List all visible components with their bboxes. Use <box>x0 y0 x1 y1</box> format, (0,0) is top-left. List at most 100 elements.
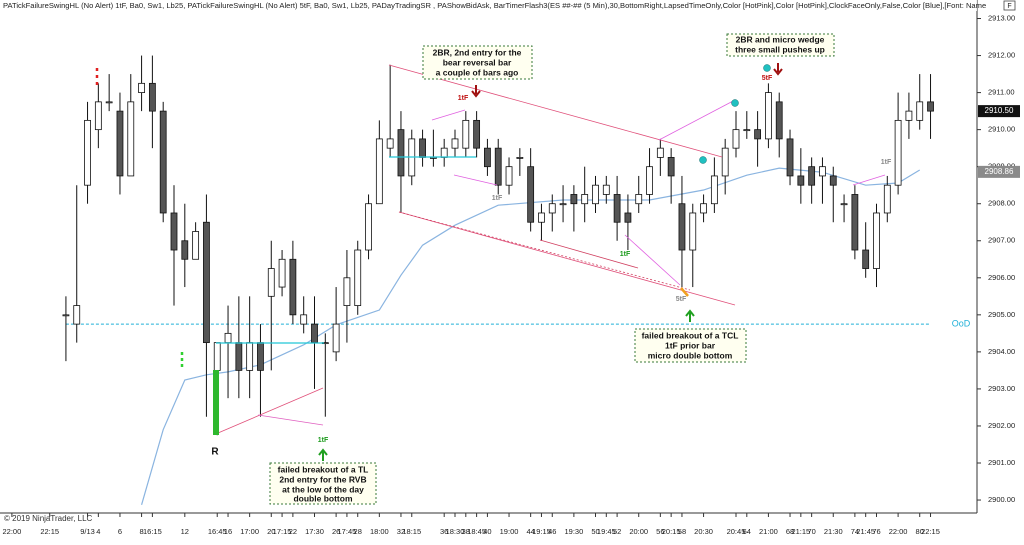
x-tick-label: 21:30 <box>824 527 843 536</box>
x-tick-label: 17:45 <box>338 527 357 536</box>
annotation-box <box>422 45 533 80</box>
candle-body <box>397 129 405 177</box>
candle-body <box>192 231 200 260</box>
annotation: a couple of bars ago <box>436 67 519 77</box>
annotation-box <box>269 462 377 505</box>
x-tick-label: 21:45 <box>856 527 875 536</box>
y-tick-label: 2908.00 <box>988 199 1015 208</box>
x-tick-label: 26 <box>332 527 340 536</box>
annotation: bear reversal bar <box>443 57 512 67</box>
x-tick-label: 22:15 <box>921 527 940 536</box>
x-tick-label: 70 <box>807 527 815 536</box>
button-label[interactable]: F <box>1007 3 1011 10</box>
signal-label: 1tF <box>318 437 329 444</box>
candle-body <box>365 203 372 251</box>
y-tick-label: 2906.00 <box>988 273 1015 282</box>
candle-body <box>581 194 589 205</box>
candle-body <box>332 323 340 353</box>
candle-body <box>602 184 610 195</box>
candle-body <box>311 323 318 344</box>
candle-body <box>883 184 891 214</box>
candle-body <box>386 138 394 149</box>
y-tick-label: 2904.00 <box>988 347 1015 356</box>
y-tick-label: 2913.00 <box>988 14 1015 23</box>
x-tick-label: 22:15 <box>40 527 59 536</box>
candle-body <box>419 138 426 158</box>
x-tick-label: 17:30 <box>305 527 324 536</box>
x-tick-label: 18:00 <box>370 527 389 536</box>
candle-body <box>840 203 848 206</box>
candle-body <box>300 314 308 325</box>
dot <box>699 156 707 164</box>
candle-body <box>148 82 156 112</box>
y-tick-label: 2912.00 <box>988 51 1015 60</box>
x-tick-label: 18:30 <box>446 527 465 536</box>
up-arrow <box>685 309 695 322</box>
candle-body <box>494 147 502 186</box>
candle-body <box>700 203 707 214</box>
candle-body <box>548 203 556 214</box>
x-tick-label: 16:45 <box>208 527 227 536</box>
candle-body <box>257 342 264 371</box>
candle-body <box>484 147 491 168</box>
candle-body <box>646 166 653 195</box>
candle-body <box>224 332 232 344</box>
drawings <box>216 64 886 434</box>
reference-label: OoD <box>952 318 971 328</box>
x-tick-label: 32 <box>397 527 405 536</box>
candle-body <box>710 175 718 205</box>
x-tick-label: 44 <box>526 527 534 536</box>
candle-body <box>635 194 643 205</box>
candle-body <box>354 249 362 306</box>
x-tick-label: 20:30 <box>694 527 713 536</box>
candle-body <box>624 212 632 223</box>
candle-body <box>278 258 286 288</box>
indicator-header: PATickFailureSwingHL (No Alert) 1tF, Ba0… <box>3 1 986 10</box>
x-tick-label: 8 <box>139 527 143 536</box>
marker <box>680 287 689 297</box>
x-tick-label: 19:45 <box>597 527 616 536</box>
signal-label: 1tF <box>620 251 631 258</box>
annotation: at the low of the day <box>282 484 364 494</box>
candle-body <box>375 138 383 205</box>
annotation-box <box>726 33 835 57</box>
dot <box>731 99 739 107</box>
x-tick-label: 20:15 <box>662 527 681 536</box>
price-marker <box>978 165 1020 178</box>
button[interactable] <box>1003 0 1016 11</box>
x-tick-label: 20:00 <box>629 527 648 536</box>
signal-label: 1tF <box>458 95 469 102</box>
x-tick-label: 22:00 <box>2 527 21 536</box>
candle-body <box>667 157 675 177</box>
y-tick-label: 2905.00 <box>988 310 1015 319</box>
candle-body <box>84 119 91 186</box>
x-tick-label: 4 <box>96 527 100 536</box>
x-tick-label: 20 <box>267 527 275 536</box>
candle-body <box>916 101 924 121</box>
x-tick-label: 17:00 <box>240 527 259 536</box>
x-tick-label: 50 <box>591 527 599 536</box>
candle-body <box>235 342 243 371</box>
candle-body <box>159 110 167 214</box>
candle-body <box>62 314 70 317</box>
trend-line <box>388 64 723 158</box>
x-tick-label: 20:45 <box>727 527 746 536</box>
y-tick-label: 2901.00 <box>988 458 1015 467</box>
candle-body <box>505 166 513 186</box>
x-tick-label: 46 <box>548 527 556 536</box>
x-tick-label: 22 <box>289 527 297 536</box>
trend-line <box>658 99 736 141</box>
x-tick-label: 64 <box>743 527 751 536</box>
x-tick-label: 52 <box>613 527 621 536</box>
candle-body <box>181 240 189 260</box>
trend-line <box>431 109 466 121</box>
candle-body <box>462 119 470 149</box>
candle-body <box>797 175 805 186</box>
candle-body <box>862 249 870 269</box>
x-tick-label: 21:00 <box>759 527 778 536</box>
candle-body <box>170 212 178 251</box>
candle-body <box>808 166 816 186</box>
candle-body <box>213 342 221 371</box>
